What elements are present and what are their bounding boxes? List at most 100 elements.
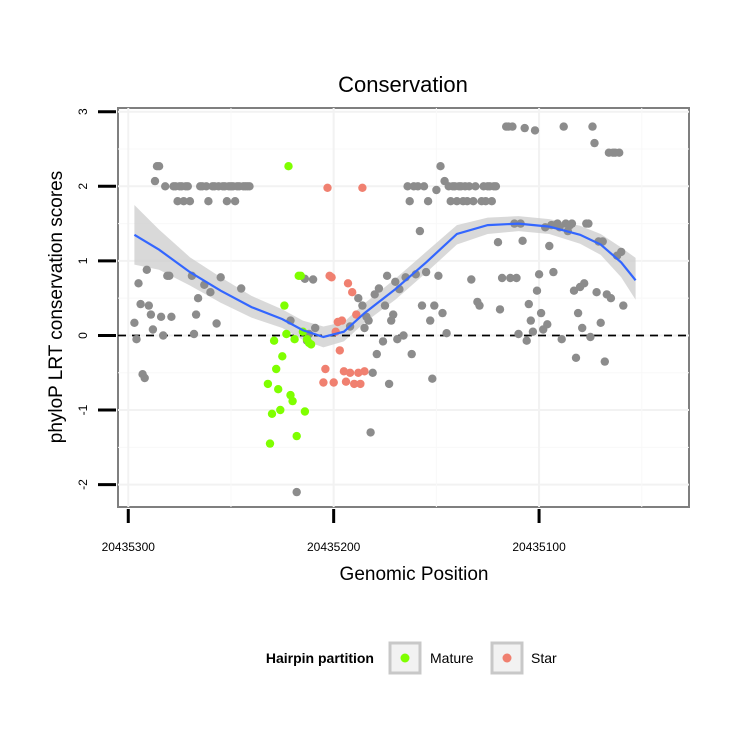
data-point-other [508,122,517,131]
data-point-other [144,301,153,310]
data-point-mature [282,329,291,339]
x-tick-label: 20435100 [512,540,566,554]
data-point-other [403,182,412,191]
data-point-other [212,319,221,328]
data-point-other [146,310,156,319]
data-point-other [557,335,566,344]
y-tick-label: 3 [76,108,90,115]
data-point-other [204,197,213,206]
data-point-other [173,197,182,206]
data-point-other [522,336,531,345]
data-point-other [393,335,402,344]
data-point-other [370,290,379,299]
data-point-star [341,377,351,386]
data-point-mature [278,352,287,361]
y-axis: -2 -1 0 1 2 3 [76,108,116,490]
smooth-line [133,222,637,339]
data-point-other [481,197,490,206]
data-point-other [130,318,139,327]
data-point-mature [290,335,299,344]
data-point-other [430,301,439,310]
data-point-mature [296,271,305,280]
data-point-other [391,277,400,286]
data-point-star [345,368,355,377]
data-point-other [380,301,390,310]
data-point-other [183,182,192,191]
data-point-other [469,197,478,206]
data-point-star [360,367,369,376]
data-point-other [606,294,616,303]
data-point-other [559,122,568,131]
data-point-other [567,219,577,228]
data-point-other [185,197,195,206]
y-tick-label: -1 [76,404,90,415]
data-point-mature [265,439,275,448]
data-point-other [586,332,595,342]
data-point-other [467,275,476,284]
data-point-other [191,310,201,319]
data-point-other [428,374,437,383]
data-point-other [617,247,626,257]
data-point-mature [276,405,285,415]
data-point-mature [274,385,283,394]
data-point-other [512,273,521,283]
data-point-mature [272,364,281,374]
data-point-other [463,197,472,206]
data-point-other [520,123,529,133]
data-point-other [497,273,507,283]
data-point-other [399,331,408,340]
data-point-other [584,219,593,228]
data-point-mature [263,379,273,389]
plot-area [117,107,690,508]
x-axis: 20435300 20435200 20435100 [102,509,566,554]
data-point-star [327,273,336,282]
data-point-other [374,284,384,293]
legend-item-mature: Mature [388,641,474,675]
data-point-other [193,294,203,303]
data-point-other [230,197,240,206]
data-point-other [237,284,246,293]
data-point-other [308,275,318,284]
y-tick-label: 2 [76,183,90,190]
data-point-star [321,364,330,374]
data-point-other [360,323,369,333]
data-point-mature [269,336,279,345]
data-point-other [154,162,164,171]
data-point-other [569,286,579,295]
data-point-other [156,312,166,321]
data-point-other [432,185,441,195]
data-point-other [311,323,320,333]
data-point-other [493,238,503,247]
data-point-other [142,265,151,274]
data-point-other [465,182,474,191]
data-point-other [475,301,484,310]
data-point-star [358,183,367,192]
data-point-other [545,241,554,251]
data-point-mature [306,340,316,349]
data-point-other [423,197,433,206]
data-point-mature [292,431,301,441]
data-point-other [532,286,542,295]
legend: Hairpin partition Mature Star [266,641,557,675]
plot-panel [117,107,690,508]
data-point-other [245,182,254,191]
legend-label-mature: Mature [430,650,474,666]
data-point-other [524,299,533,309]
x-axis-label: Genomic Position [340,564,489,585]
data-point-other [206,288,215,297]
data-point-other [436,162,445,171]
data-point-other [389,310,398,319]
data-point-other [596,318,605,327]
data-point-other [216,273,225,282]
data-point-other [179,197,188,206]
smooth-confidence-band [134,205,636,348]
y-tick-label: -2 [76,479,90,490]
data-point-other [619,301,628,310]
data-point-mature [267,409,277,418]
data-point-other [134,279,143,288]
data-point-mature [284,162,293,171]
data-point-other [514,329,523,339]
data-point-other [592,288,601,297]
data-point-other [530,126,540,135]
y-tick-label: 0 [76,332,90,339]
